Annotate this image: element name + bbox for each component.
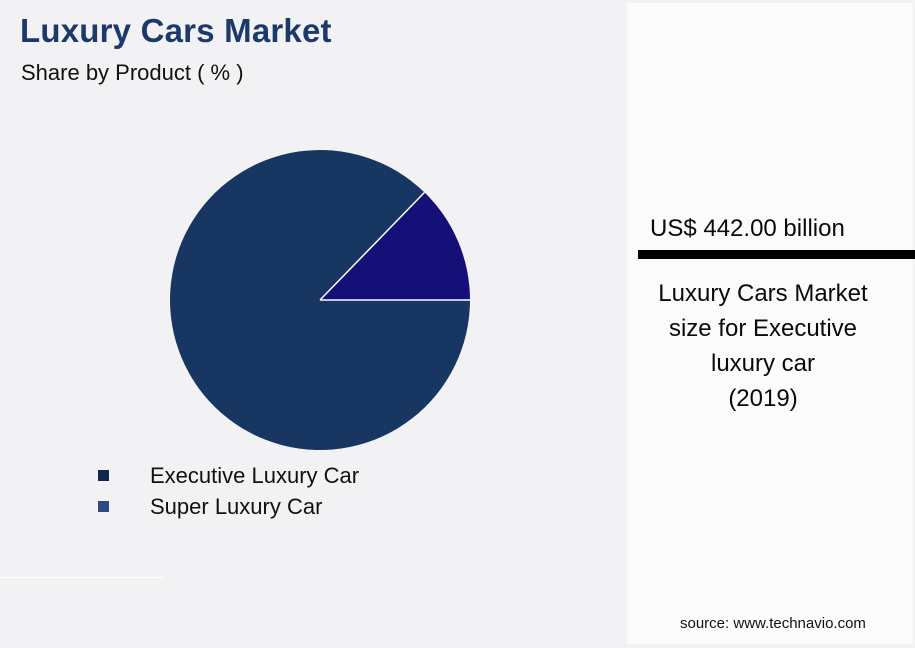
kpi-divider xyxy=(638,250,915,259)
legend-item-super: Super Luxury Car xyxy=(98,491,359,522)
kpi-desc-line: Luxury Cars Market xyxy=(658,280,868,307)
legend-label: Super Luxury Car xyxy=(150,493,323,519)
kpi-panel xyxy=(627,3,913,644)
kpi-description: Luxury Cars Market size for Executive lu… xyxy=(632,276,894,416)
chart-legend: Executive Luxury Car Super Luxury Car xyxy=(98,460,359,522)
legend-item-executive: Executive Luxury Car xyxy=(98,460,359,491)
kpi-desc-line: (2019) xyxy=(728,385,798,412)
legend-swatch-icon xyxy=(98,501,109,512)
chart-title: Luxury Cars Market xyxy=(20,12,332,49)
kpi-value: US$ 442.00 billion xyxy=(650,215,845,242)
legend-label: Executive Luxury Car xyxy=(150,462,360,488)
divider xyxy=(0,577,165,578)
legend-swatch-icon xyxy=(98,470,109,481)
source-text: source: www.technavio.com xyxy=(680,615,866,632)
pie-slice-super xyxy=(320,192,470,300)
chart-subtitle: Share by Product ( % ) xyxy=(21,60,244,85)
kpi-desc-line: luxury car xyxy=(710,350,816,377)
kpi-desc-line: size for Executive xyxy=(668,315,858,342)
pie-chart xyxy=(170,150,470,451)
